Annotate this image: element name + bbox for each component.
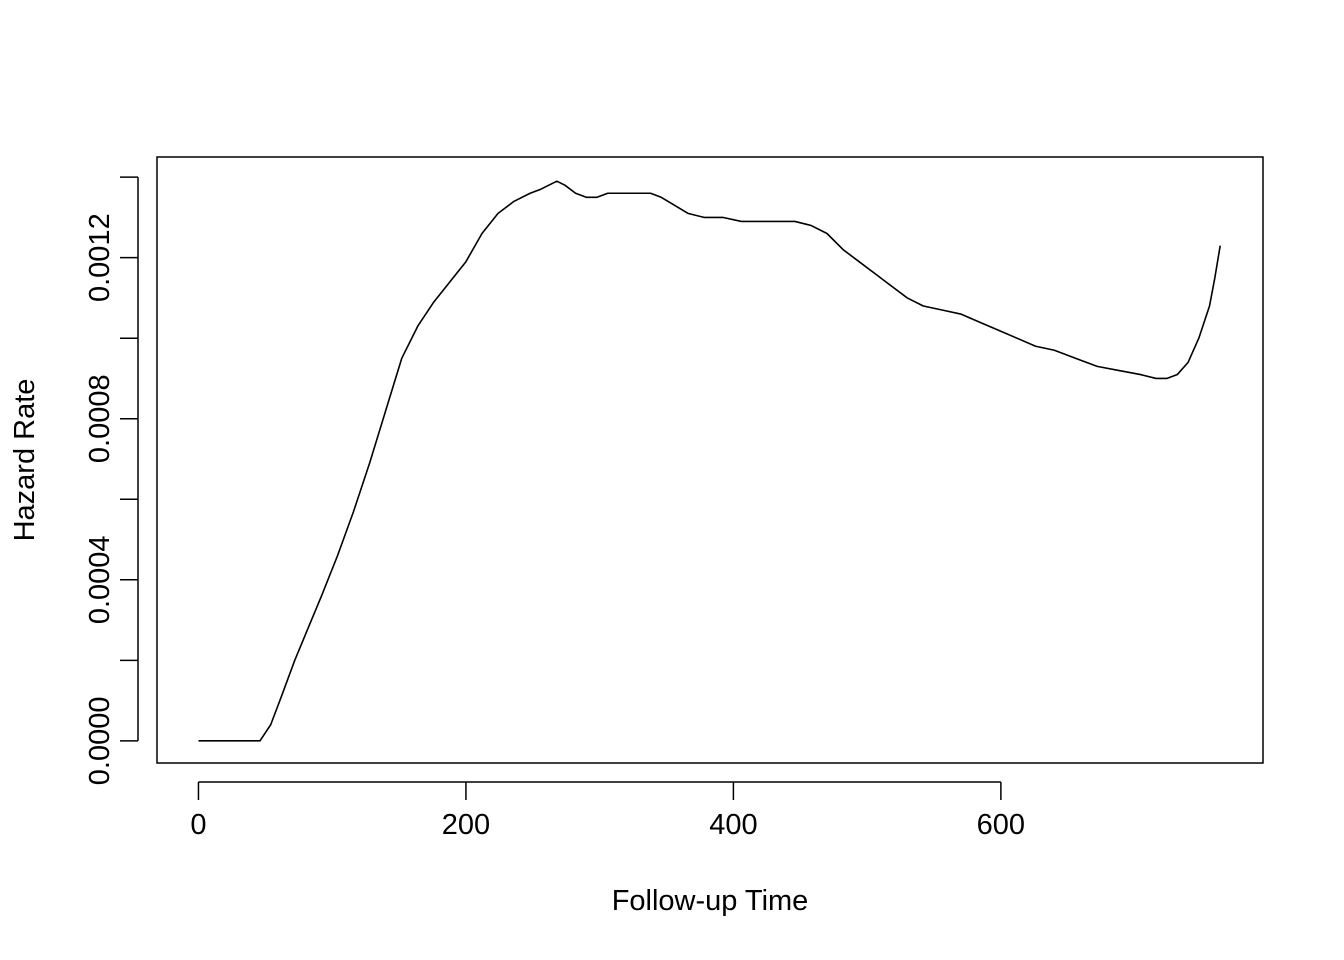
y-tick-label: 0.0008 [84,374,116,463]
x-axis-label: Follow-up Time [612,885,809,917]
x-tick-label: 0 [190,809,206,841]
x-tick-label: 200 [442,809,490,841]
y-tick-label: 0.0000 [84,697,116,786]
y-tick-label: 0.0012 [84,213,116,302]
y-axis-label: Hazard Rate [9,379,41,542]
x-axis: 0 200 400 600 [190,781,1025,841]
plot-frame [156,156,1264,764]
x-tick-label: 600 [977,809,1025,841]
hazard-rate-line [198,180,1221,742]
x-tick-label: 400 [709,809,757,841]
y-tick-label: 0.0004 [84,535,116,624]
y-axis: 0.0000 0.0004 0.0008 0.0012 [84,176,139,786]
